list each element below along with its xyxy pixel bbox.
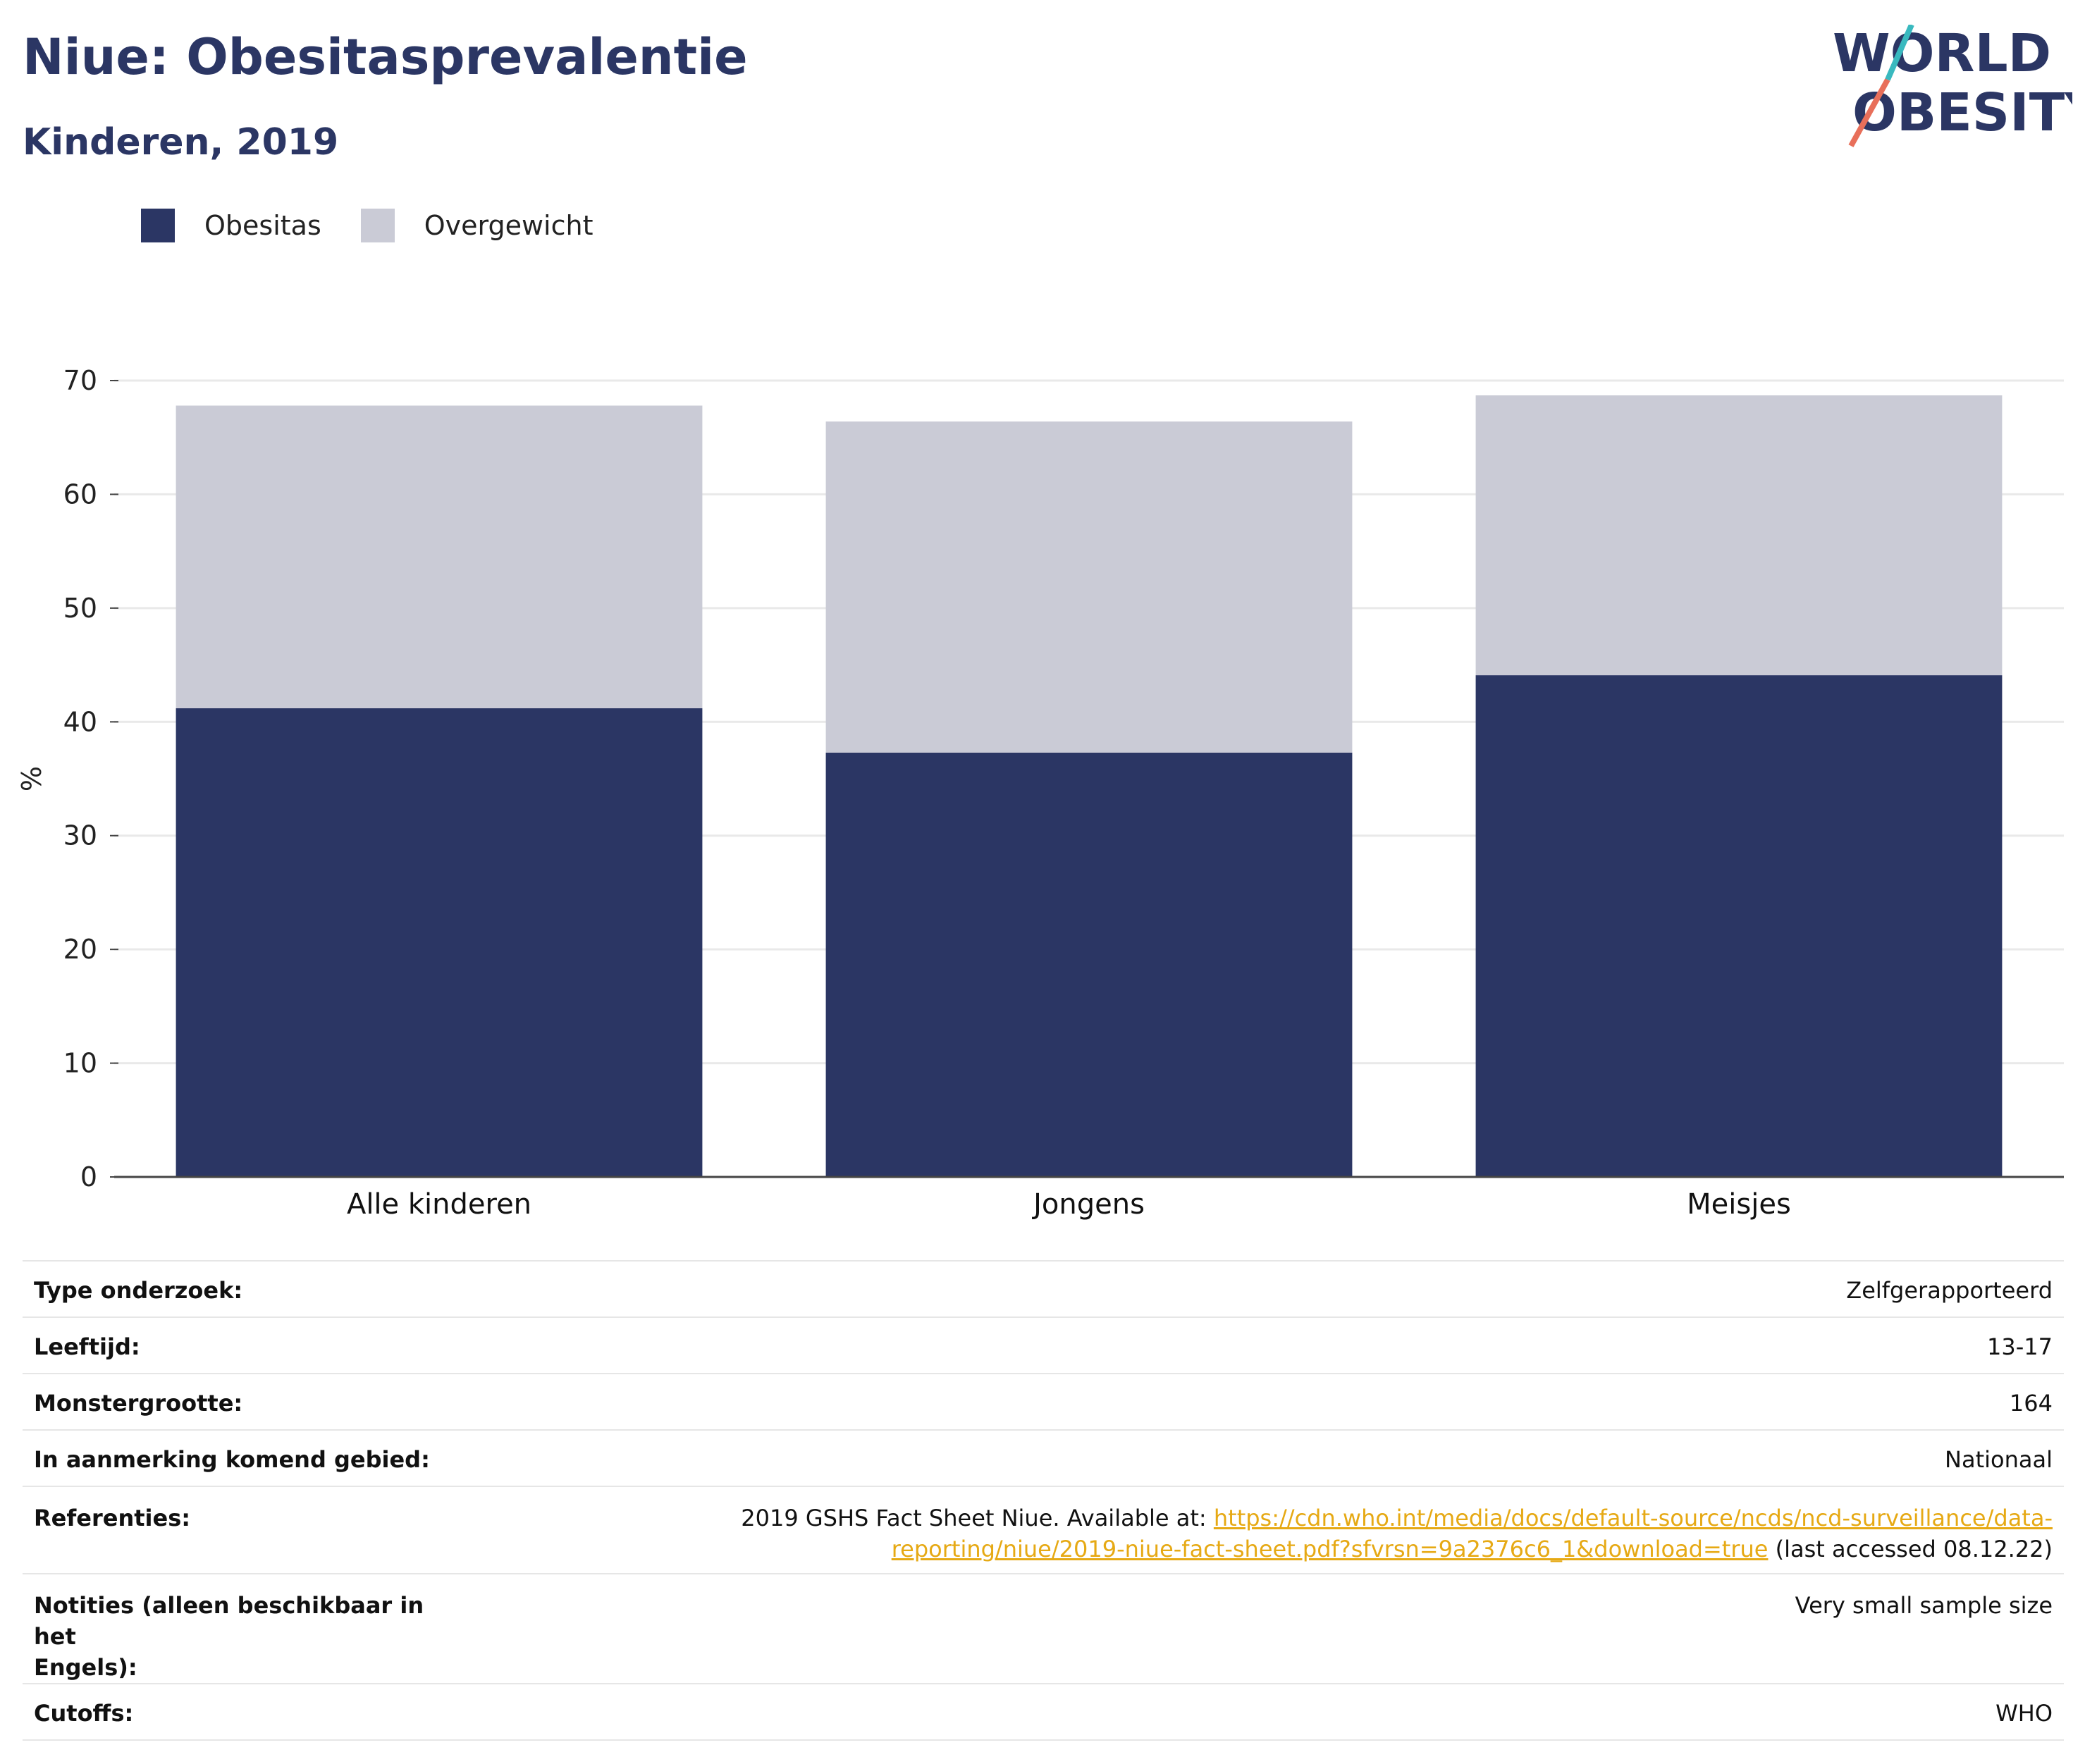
info-row-age: Leeftijd: 13-17 — [23, 1317, 2064, 1374]
bar-chart: 0 10 20 30 40 50 60 70% Alle kinderen Jongens Meis… — [16, 365, 2064, 1221]
notes-label-line-2: Engels): — [34, 1654, 137, 1681]
x-tick-label: Jongens — [1031, 1188, 1145, 1221]
reference-suffix: (last accessed 08.12.22) — [1768, 1536, 2053, 1562]
y-tick-label: 0 — [80, 1161, 97, 1192]
y-tick-label: 50 — [63, 593, 97, 624]
info-row-sample: Monstergrootte: 164 — [23, 1374, 2064, 1431]
info-label-sample: Monstergrootte: — [23, 1374, 474, 1431]
info-label-age: Leeftijd: — [23, 1317, 474, 1374]
legend-item-overgewicht: Overgewicht — [360, 209, 593, 242]
info-value-references: 2019 GSHS Fact Sheet Niue. Available at:… — [474, 1486, 2064, 1574]
logo-slash-coral — [1848, 78, 1890, 147]
reference-prefix: 2019 GSHS Fact Sheet Niue. Available at: — [741, 1505, 1214, 1531]
info-row-cutoffs: Cutoffs: WHO — [23, 1684, 2064, 1741]
info-row-type: Type onderzoek: Zelfgerapporteerd — [23, 1260, 2064, 1318]
chart-subtitle: Kinderen, 2019 — [23, 121, 339, 164]
y-tick-label: 10 — [63, 1048, 97, 1079]
y-tick-label: 70 — [63, 365, 97, 396]
info-label-area: In aanmerking komend gebied: — [23, 1430, 474, 1487]
y-axis-label: % — [16, 766, 47, 791]
bar-obesitas-jongens — [825, 752, 1353, 1177]
notes-label-line-1: Notities (alleen beschikbaar in het — [34, 1592, 424, 1650]
logo-line-1: WORLD — [1833, 25, 2051, 84]
info-value-type: Zelfgerapporteerd — [474, 1260, 2064, 1318]
info-table: Type onderzoek: Zelfgerapporteerd Leefti… — [23, 1260, 2064, 1741]
x-tick-label: Meisjes — [1687, 1188, 1791, 1221]
info-row-area: In aanmerking komend gebied: Nationaal — [23, 1430, 2064, 1487]
legend: Obesitas Overgewicht — [141, 209, 633, 242]
legend-label-obesitas: Obesitas — [204, 210, 321, 241]
chart-title: Niue: Obesitasprevalentie — [23, 28, 748, 86]
info-label-type: Type onderzoek: — [23, 1260, 474, 1318]
legend-swatch-obesitas — [141, 209, 175, 242]
info-label-notes: Notities (alleen beschikbaar in het Engel… — [23, 1574, 474, 1684]
bar-overgewicht-alle-kinderen — [176, 405, 703, 708]
x-tick-label: Alle kinderen — [347, 1188, 531, 1221]
legend-swatch-overgewicht — [360, 209, 395, 242]
info-value-age: 13-17 — [474, 1317, 2064, 1374]
info-row-references: Referenties: 2019 GSHS Fact Sheet Niue. … — [23, 1486, 2064, 1574]
info-value-sample: 164 — [474, 1374, 2064, 1431]
info-label-cutoffs: Cutoffs: — [23, 1684, 474, 1741]
y-tick-label: 20 — [63, 934, 97, 965]
bar-obesitas-alle-kinderen — [176, 708, 703, 1177]
info-value-notes: Very small sample size — [474, 1574, 2064, 1684]
logo-slash-teal — [1885, 25, 1914, 81]
bar-overgewicht-jongens — [825, 421, 1353, 753]
logo-line-2: OBESITY — [1852, 82, 2072, 143]
info-label-references: Referenties: — [23, 1486, 474, 1574]
y-tick-label: 30 — [63, 820, 97, 851]
legend-label-overgewicht: Overgewicht — [424, 210, 593, 241]
legend-item-obesitas: Obesitas — [141, 209, 321, 242]
reference-link-part-1[interactable]: https://cdn.who.int/media/docs/default-s… — [1213, 1505, 2053, 1531]
bar-obesitas-meisjes — [1475, 675, 2003, 1177]
y-tick-label: 60 — [63, 479, 97, 510]
info-row-notes: Notities (alleen beschikbaar in het Engel… — [23, 1574, 2064, 1684]
info-value-area: Nationaal — [474, 1430, 2064, 1487]
reference-link-part-2[interactable]: reporting/niue/2019-niue-fact-sheet.pdf?… — [891, 1536, 1769, 1562]
world-obesity-logo: WORLD OBESITY — [1833, 25, 2072, 147]
info-value-cutoffs: WHO — [474, 1684, 2064, 1741]
y-tick-label: 40 — [63, 706, 97, 737]
bar-overgewicht-meisjes — [1475, 395, 2003, 676]
